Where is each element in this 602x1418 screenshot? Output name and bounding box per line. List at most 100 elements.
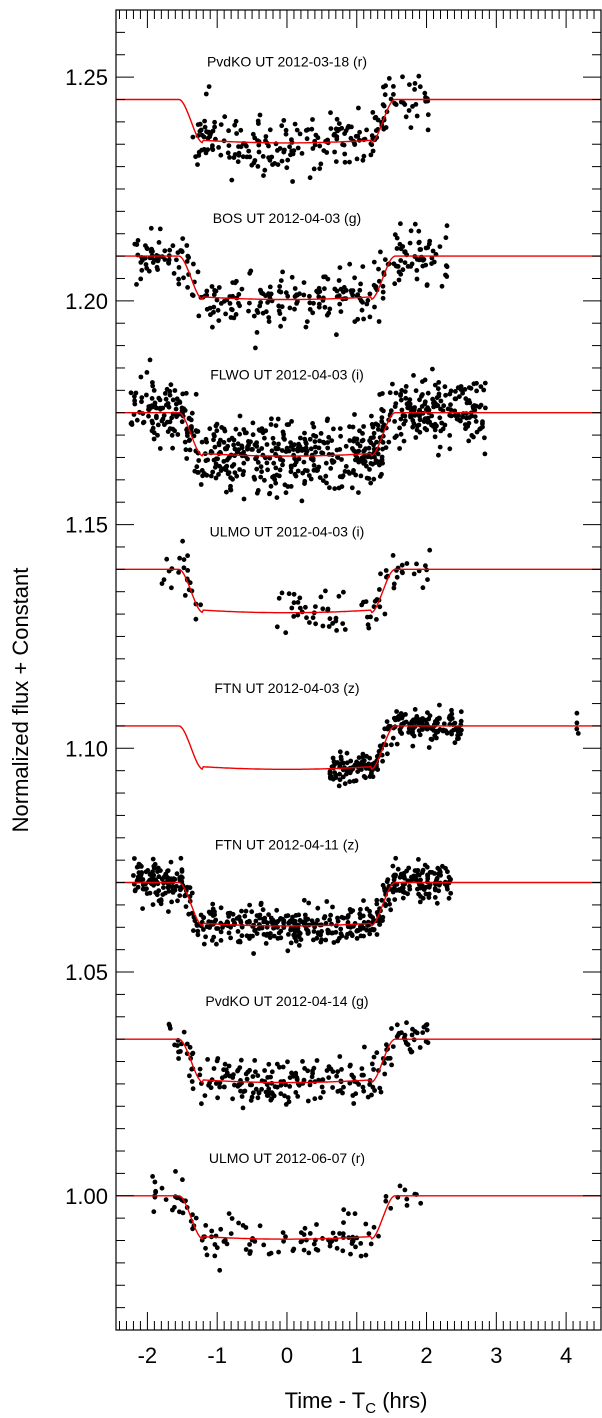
data-point — [354, 156, 360, 162]
data-point — [185, 568, 191, 573]
data-point — [380, 424, 386, 430]
data-point — [185, 285, 191, 290]
data-point — [199, 1237, 205, 1243]
data-point — [218, 938, 224, 943]
data-point — [417, 397, 422, 403]
data-point — [264, 1082, 270, 1087]
data-point — [424, 282, 430, 287]
data-point — [212, 124, 218, 130]
data-point — [414, 276, 420, 282]
data-point — [163, 396, 169, 402]
data-point — [439, 283, 445, 289]
data-point — [356, 490, 361, 495]
series-5 — [327, 702, 581, 789]
data-point — [395, 866, 401, 872]
data-point — [226, 437, 232, 443]
data-point — [472, 403, 477, 408]
data-point — [316, 301, 322, 307]
data-point — [372, 454, 377, 460]
data-point — [301, 280, 307, 285]
data-point — [275, 416, 281, 422]
data-point — [385, 751, 390, 757]
data-point — [325, 440, 331, 445]
data-point — [368, 480, 374, 486]
data-point — [316, 445, 322, 451]
data-point — [175, 898, 180, 904]
data-point — [292, 927, 297, 933]
data-point — [337, 1231, 342, 1236]
data-point — [320, 1089, 326, 1095]
data-point — [334, 136, 340, 142]
data-point — [454, 416, 460, 422]
data-point — [361, 898, 366, 903]
data-point — [228, 475, 234, 481]
data-point — [261, 173, 266, 179]
data-point — [226, 1211, 232, 1216]
data-point — [179, 875, 185, 881]
x-tick-label: 2 — [420, 1343, 432, 1368]
data-point — [320, 606, 326, 612]
data-point — [406, 729, 411, 735]
data-point — [398, 221, 403, 227]
data-point — [456, 412, 461, 418]
data-point — [266, 1061, 272, 1067]
data-point — [135, 238, 141, 243]
data-point — [398, 724, 404, 730]
data-point — [414, 113, 420, 119]
series-2 — [132, 221, 450, 351]
data-point — [403, 395, 409, 401]
data-point — [423, 884, 429, 890]
data-point — [383, 568, 389, 573]
data-point — [210, 143, 215, 149]
data-point — [285, 157, 291, 163]
data-point — [404, 561, 410, 566]
data-point — [399, 569, 405, 575]
data-point — [358, 927, 363, 932]
data-point — [405, 405, 411, 411]
data-point — [255, 164, 261, 169]
data-point — [355, 769, 361, 774]
data-point — [365, 298, 371, 303]
data-point — [231, 315, 237, 321]
data-point — [379, 897, 385, 903]
data-point — [324, 150, 330, 155]
data-point — [280, 269, 285, 275]
data-point — [212, 433, 217, 439]
data-point — [344, 771, 349, 777]
data-point — [257, 112, 263, 118]
data-point — [265, 300, 270, 305]
data-point — [221, 298, 227, 304]
data-point — [410, 424, 416, 430]
data-point — [292, 286, 298, 291]
data-point — [154, 892, 160, 898]
data-point — [346, 1211, 351, 1217]
data-point — [134, 242, 140, 248]
data-point — [283, 1102, 289, 1107]
data-point — [376, 266, 381, 272]
data-point — [416, 240, 422, 246]
data-point — [321, 274, 326, 280]
data-point — [247, 919, 252, 925]
data-point — [217, 1267, 223, 1273]
data-point — [425, 419, 431, 425]
data-point — [391, 92, 396, 97]
data-point — [299, 1238, 305, 1244]
data-point — [189, 425, 194, 431]
data-point — [146, 407, 152, 412]
data-point — [423, 1039, 429, 1044]
data-point — [250, 924, 256, 929]
data-point — [379, 454, 385, 460]
data-point — [386, 897, 391, 903]
data-point — [382, 1071, 388, 1077]
data-point — [289, 137, 294, 143]
data-point — [166, 909, 171, 914]
data-point — [425, 577, 430, 582]
data-point — [169, 585, 174, 591]
data-point — [328, 126, 334, 131]
data-point — [231, 437, 237, 443]
data-point — [425, 127, 431, 133]
data-point — [287, 1084, 293, 1089]
data-point — [478, 402, 484, 408]
data-point — [158, 868, 163, 873]
data-point — [455, 732, 460, 738]
